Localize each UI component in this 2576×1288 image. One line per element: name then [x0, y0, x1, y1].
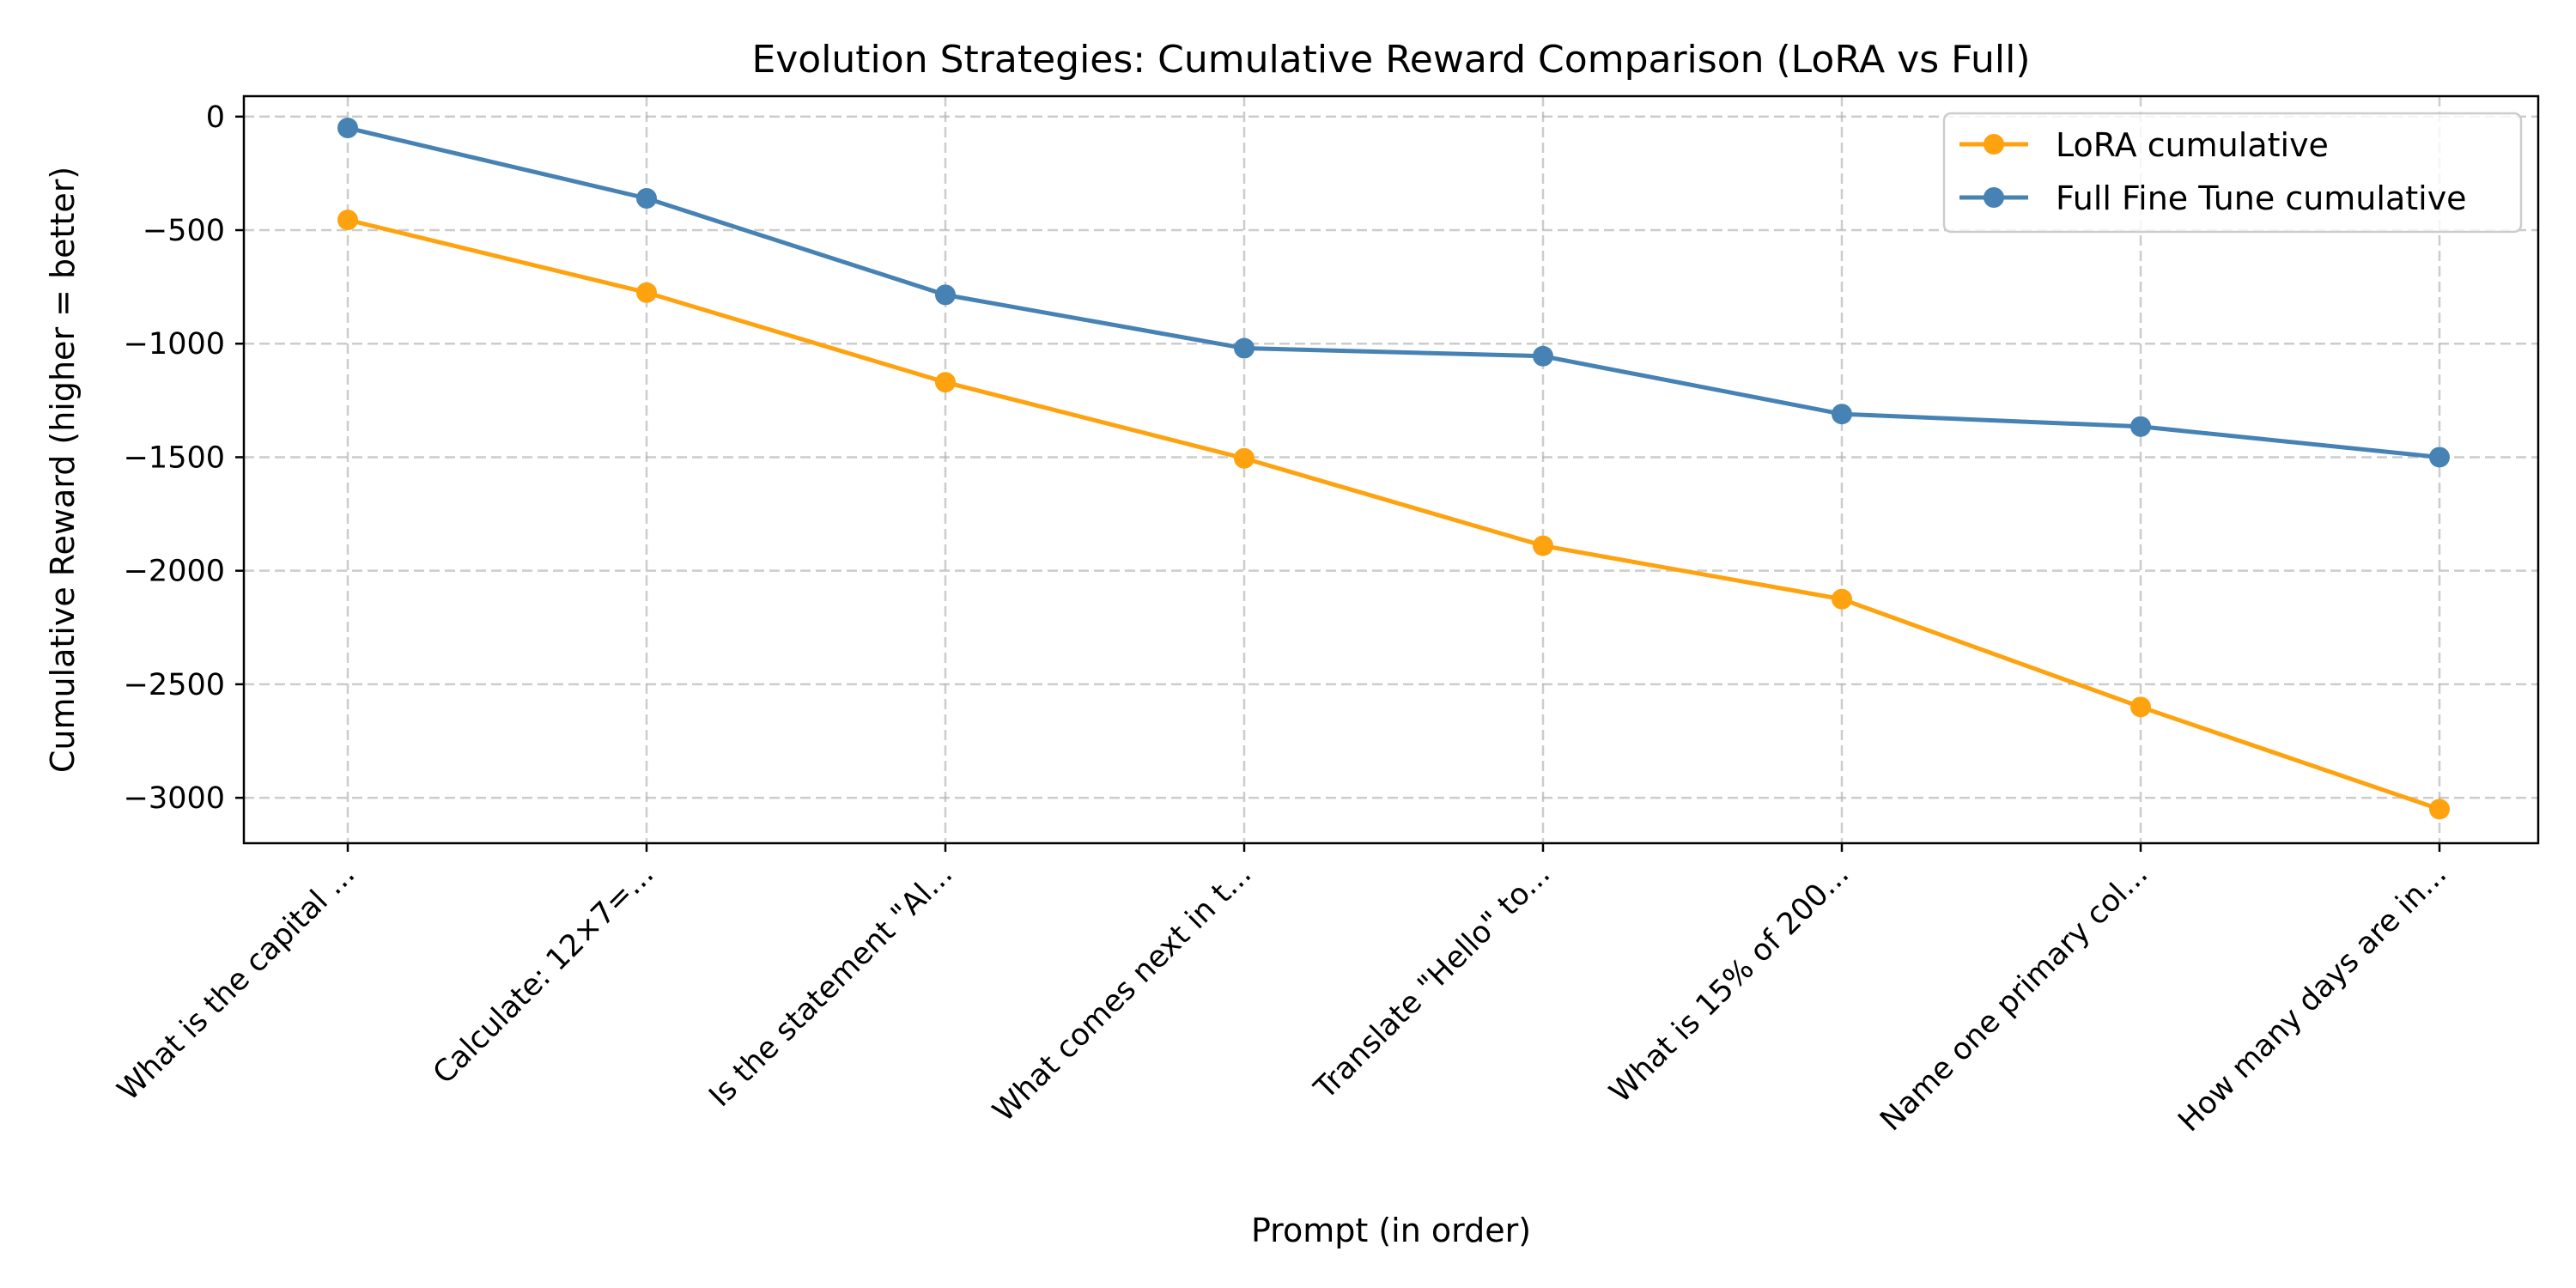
data-point-lora — [2130, 696, 2151, 718]
y-tick-label: −500 — [143, 214, 225, 248]
data-point-full — [1533, 345, 1553, 367]
y-tick-label: −3000 — [124, 781, 225, 816]
data-point-full — [1832, 404, 1852, 425]
legend-marker-lora — [1984, 134, 2004, 155]
y-tick-label: 0 — [206, 100, 225, 135]
data-point-lora — [636, 282, 657, 303]
grid-lines — [244, 96, 2538, 843]
data-point-full — [337, 118, 358, 139]
plot-series — [337, 118, 2450, 820]
x-tick-label: Translate "Hello" to... — [1308, 857, 1558, 1107]
data-point-full — [1234, 337, 1255, 359]
x-tick-label: Calculate: 12×7=... — [427, 857, 660, 1091]
legend: LoRA cumulative Full Fine Tune cumulativ… — [1942, 112, 2523, 234]
plot-frame — [242, 94, 2540, 845]
data-point-lora — [1234, 447, 1255, 469]
legend-marker-full — [1984, 187, 2004, 208]
x-tick-label: What is 15% of 200... — [1603, 857, 1856, 1109]
x-tick-label: How many days are in... — [2172, 857, 2453, 1139]
series-line-lora — [345, 217, 2442, 811]
x-tick-label: Name one primary col... — [1874, 857, 2154, 1138]
x-axis: What is the capital ... Calculate: 12×7=.… — [111, 843, 2453, 1139]
legend-label-lora: LoRA cumulative — [2056, 126, 2329, 164]
data-point-lora — [337, 210, 358, 231]
y-tick-label: −1000 — [124, 327, 225, 361]
data-point-lora — [2429, 799, 2450, 820]
x-tick-label: What is the capital ... — [111, 857, 361, 1108]
data-point-lora — [1832, 588, 1852, 610]
chart-title: Evolution Strategies: Cumulative Reward … — [751, 38, 2030, 82]
data-point-full — [935, 284, 956, 306]
data-point-lora — [1533, 535, 1553, 556]
x-axis-label: Prompt (in order) — [1251, 1212, 1531, 1249]
data-point-full — [2429, 447, 2450, 468]
data-point-full — [636, 187, 657, 209]
data-point-full — [2130, 416, 2151, 437]
legend-label-full: Full Fine Tune cumulative — [2056, 179, 2467, 217]
y-axis-label: Cumulative Reward (higher = better) — [44, 167, 82, 773]
y-tick-label: −2500 — [124, 668, 225, 702]
x-tick-label: Is the statement "Al... — [702, 857, 959, 1114]
legend-box — [1942, 112, 2523, 234]
data-point-lora — [935, 372, 956, 393]
series-line-full — [345, 125, 2442, 459]
y-tick-label: −2000 — [124, 555, 225, 589]
y-axis: 0 −500 −1000 −1500 −2000 −2500 −3000 — [124, 100, 244, 816]
y-tick-label: −1500 — [124, 440, 225, 475]
x-tick-label: What comes next in t... — [987, 857, 1258, 1128]
